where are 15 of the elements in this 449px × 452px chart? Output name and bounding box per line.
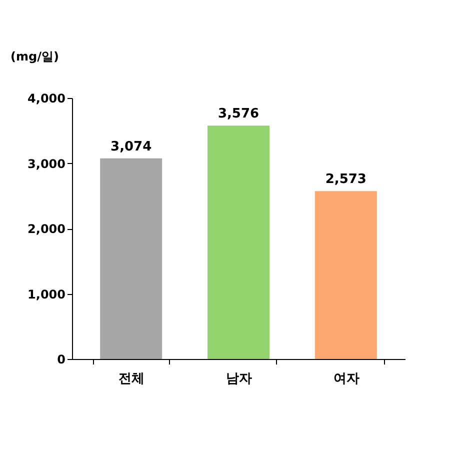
y-axis-title: (mg/일) <box>10 50 59 64</box>
bar <box>314 191 377 359</box>
bar <box>208 126 270 359</box>
data-label: 3,074 <box>110 139 152 154</box>
x-tick-label: 남자 <box>226 372 252 386</box>
y-tick-label: 3,000 <box>28 156 66 171</box>
y-tick-label: 2,000 <box>28 222 66 236</box>
x-tick-label: 전체 <box>118 372 145 386</box>
y-tick-label: 4,000 <box>28 92 66 106</box>
bar <box>100 158 162 359</box>
data-label: 2,573 <box>325 172 366 188</box>
data-label: 3,576 <box>218 106 260 122</box>
x-tick-label: 여자 <box>333 372 360 386</box>
y-tick-label: 0 <box>57 352 66 366</box>
y-tick-label: 1,000 <box>28 287 66 302</box>
